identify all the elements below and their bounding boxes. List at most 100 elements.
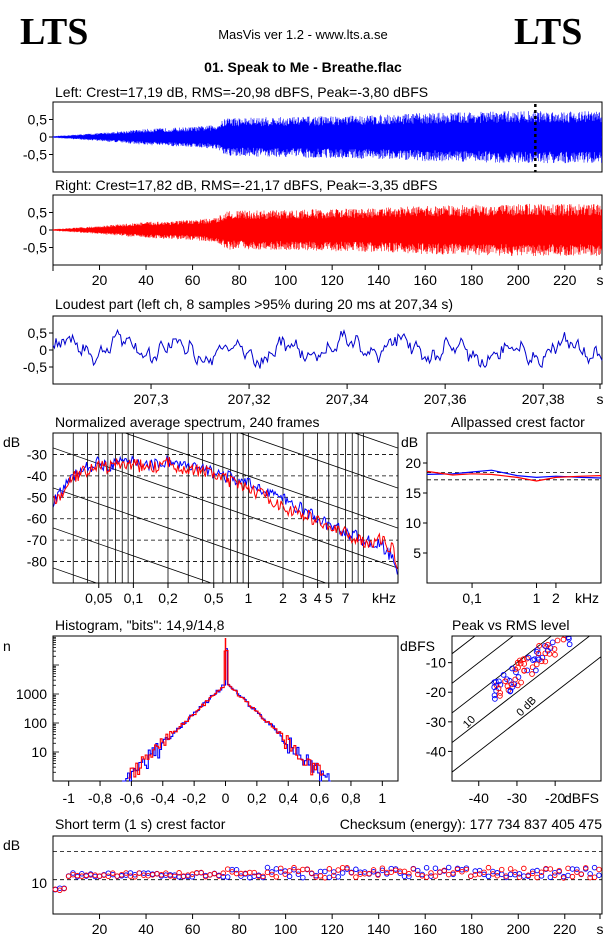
short-term-crest-point <box>521 873 527 879</box>
spectrum-grid <box>53 433 398 583</box>
left-waveform-ytick: -0,5 <box>23 147 47 163</box>
peak-vs-rms-point <box>520 656 527 662</box>
allpassed-crest-ylabel: dB <box>401 434 418 450</box>
short-term-crest-point <box>322 875 328 881</box>
short-term-crest-point <box>317 873 324 879</box>
right-waveform-xtick: 40 <box>138 272 154 288</box>
loudest-part-xtick: 207,36 <box>424 391 467 407</box>
histogram-title: Histogram, "bits": 14,9/14,8 <box>55 617 225 633</box>
spectrum-ytick: -60 <box>27 511 47 527</box>
short-term-crest-ytick: 10 <box>31 875 47 891</box>
spectrum-ytick: -40 <box>27 468 47 484</box>
spectrum-slope-line <box>53 447 398 569</box>
peak-vs-rms-point <box>552 651 558 658</box>
short-term-crest-checksum: Checksum (energy): 177 734 837 405 475 <box>340 816 602 832</box>
peak-vs-rms-crest-line <box>452 636 591 744</box>
song-title: 01. Speak to Me - Breathe.flac <box>204 59 402 75</box>
spectrum-xtick: 0,5 <box>204 590 224 606</box>
peak-vs-rms-ytick: -10 <box>426 655 446 671</box>
short-term-crest-point <box>481 869 487 876</box>
right-waveform-ytick: 0,5 <box>28 205 48 221</box>
app-subtitle: MasVis ver 1.2 - www.lts.a.se <box>218 27 388 42</box>
peak-vs-rms-point <box>565 636 572 641</box>
short-term-crest-point <box>300 874 306 881</box>
peak-vs-rms-point <box>525 654 532 661</box>
short-term-crest-point <box>264 869 271 876</box>
peak-vs-rms-ytick: -30 <box>426 714 446 730</box>
short-term-crest-point <box>317 868 324 875</box>
spectrum-xtick: 3 <box>299 590 307 606</box>
peak-vs-rms-point <box>560 636 567 643</box>
peak-vs-rms-point <box>542 642 548 649</box>
peak-vs-rms-point <box>512 676 519 683</box>
histogram-ylabel: n <box>3 638 11 654</box>
peak-vs-rms-point <box>509 665 515 672</box>
peak-vs-rms-point <box>551 646 558 652</box>
peak-vs-rms-point <box>518 679 524 686</box>
histogram-xtick: 0,4 <box>278 790 298 806</box>
histogram-ytick: 1000 <box>16 686 47 702</box>
peak-vs-rms-point <box>535 650 542 657</box>
histogram-xtick: -0,2 <box>182 790 206 806</box>
short-term-crest-point <box>353 866 359 873</box>
short-term-crest-xtick: 120 <box>320 921 344 937</box>
short-term-crest-point <box>202 873 209 880</box>
spectrum-ytick: -80 <box>27 554 47 570</box>
short-term-crest-point <box>516 871 523 877</box>
short-term-crest-ylabel: dB <box>3 837 20 853</box>
short-term-crest-point <box>304 866 311 872</box>
short-term-crest-point <box>423 874 430 880</box>
short-term-crest-point <box>574 869 580 875</box>
short-term-crest-point <box>282 871 288 877</box>
peak-vs-rms-point <box>544 641 551 648</box>
short-term-crest-point <box>596 866 602 873</box>
short-term-crest-point <box>596 872 602 878</box>
short-term-crest-point <box>507 866 514 872</box>
histogram-xtick: -0,8 <box>88 790 112 806</box>
peak-vs-rms-point <box>492 696 498 702</box>
short-term-crest-point <box>233 867 240 873</box>
peak-vs-rms-crest-label: 40 <box>335 723 352 740</box>
short-term-crest-point <box>366 870 372 877</box>
peak-vs-rms-crest-label: 10 <box>461 714 478 731</box>
short-term-crest-xtick: 60 <box>185 921 201 937</box>
right-waveform-xtick: 160 <box>414 272 438 288</box>
short-term-crest-point <box>560 875 567 881</box>
short-term-crest-point <box>300 866 306 873</box>
peak-vs-rms-crest-label: 30 <box>377 720 394 737</box>
short-term-crest-point <box>295 871 302 877</box>
short-term-crest-point <box>432 865 439 871</box>
short-term-crest-point <box>344 865 350 871</box>
peak-vs-rms-point <box>517 660 524 667</box>
spectrum-xtick: 0,2 <box>158 590 178 606</box>
short-term-crest-point <box>450 870 456 876</box>
histogram-xtick: -0,4 <box>151 790 175 806</box>
loudest-part-xtick: 207,34 <box>326 391 369 407</box>
spectrum-xtick: 7 <box>342 590 350 606</box>
spectrum-xtick: 0,05 <box>85 590 112 606</box>
histogram-series-left <box>122 648 331 782</box>
short-term-crest-xtick: 80 <box>231 921 247 937</box>
spectrum-xtick: kHz <box>372 590 396 606</box>
peak-vs-rms-point <box>546 651 553 657</box>
peak-vs-rms-point <box>538 658 545 665</box>
peak-vs-rms-point <box>512 666 519 673</box>
short-term-crest-point <box>525 872 532 879</box>
spectrum-xtick: 2 <box>279 590 287 606</box>
short-term-crest-point <box>538 873 545 879</box>
spectrum-xtick: 5 <box>325 590 333 606</box>
peak-vs-rms-point <box>524 667 531 674</box>
spectrum-slope-line <box>123 433 398 529</box>
spectrum-ytick: -50 <box>27 489 47 505</box>
short-term-crest-point <box>269 871 275 878</box>
short-term-crest-point <box>273 866 280 872</box>
peak-vs-rms-point <box>532 667 539 674</box>
short-term-crest-point <box>401 868 408 875</box>
histogram-xtick: 0,6 <box>310 790 330 806</box>
loudest-part-xtick: 207,38 <box>522 391 565 407</box>
short-term-crest-point <box>406 873 412 880</box>
peak-vs-rms-title: Peak vs RMS level <box>452 617 569 633</box>
short-term-crest-point <box>507 871 514 878</box>
short-term-crest-point <box>415 867 421 874</box>
